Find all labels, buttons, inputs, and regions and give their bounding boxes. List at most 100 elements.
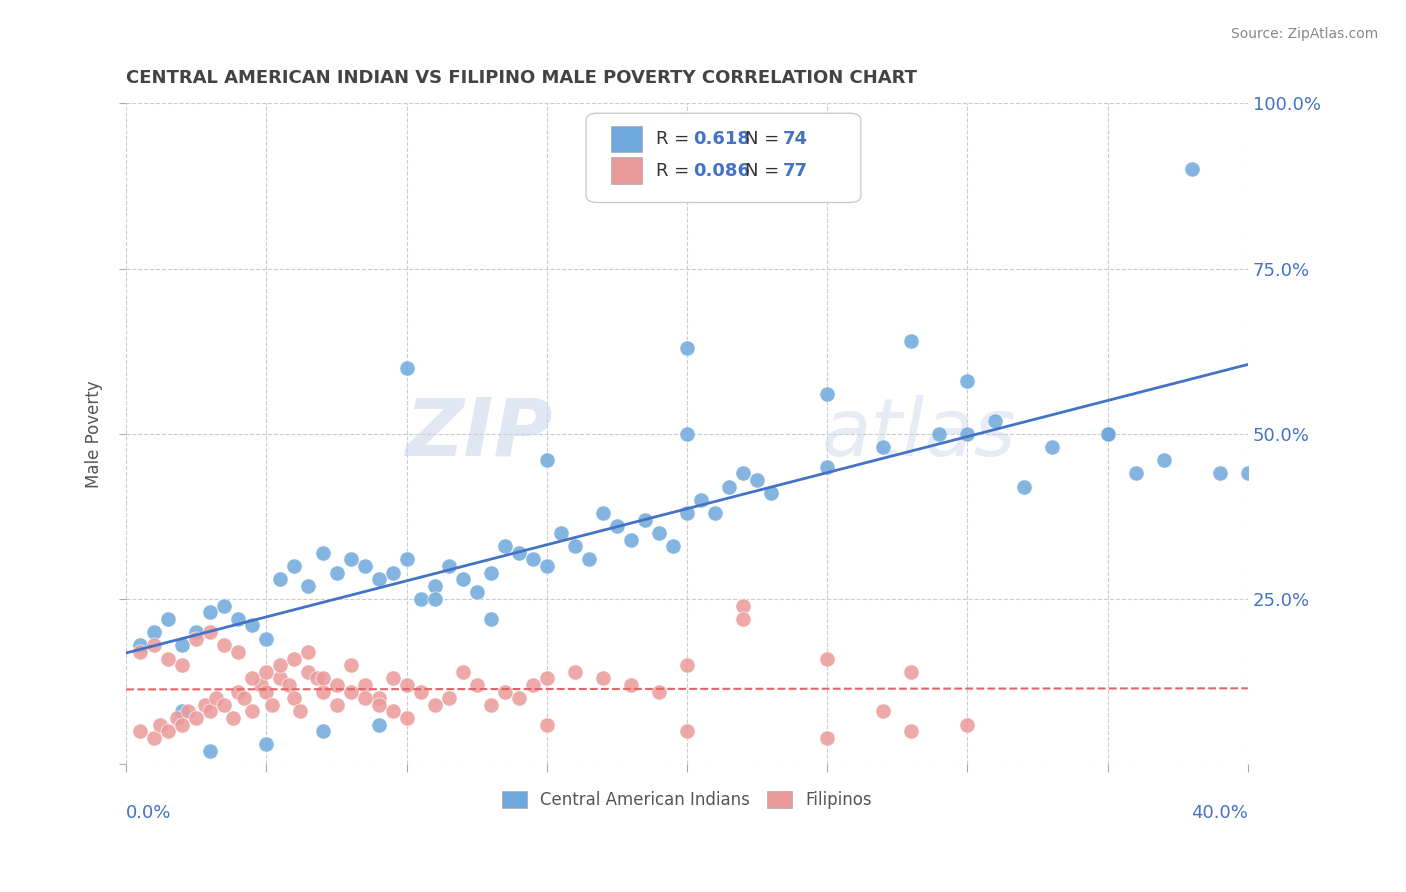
- Point: [956, 426, 979, 441]
- Point: [233, 691, 256, 706]
- Text: R =: R =: [655, 130, 695, 148]
- Point: [1097, 426, 1119, 441]
- Legend: Central American Indians, Filipinos: Central American Indians, Filipinos: [495, 784, 879, 815]
- Text: Source: ZipAtlas.com: Source: ZipAtlas.com: [1230, 27, 1378, 41]
- Point: [900, 665, 922, 679]
- Point: [149, 717, 172, 731]
- Text: N =: N =: [745, 130, 786, 148]
- Point: [536, 559, 558, 574]
- Point: [956, 717, 979, 731]
- Point: [297, 579, 319, 593]
- Point: [186, 625, 208, 640]
- Point: [214, 698, 236, 712]
- Point: [367, 698, 389, 712]
- Point: [311, 724, 333, 739]
- Point: [690, 492, 713, 507]
- FancyBboxPatch shape: [610, 126, 643, 153]
- Point: [353, 559, 375, 574]
- Point: [367, 691, 389, 706]
- Point: [194, 698, 217, 712]
- Point: [733, 467, 755, 481]
- Point: [984, 414, 1007, 428]
- Point: [409, 592, 432, 607]
- Point: [676, 426, 699, 441]
- Point: [956, 374, 979, 388]
- Point: [222, 711, 245, 725]
- Point: [205, 691, 228, 706]
- Text: 0.618: 0.618: [693, 130, 749, 148]
- Point: [1153, 453, 1175, 467]
- Point: [620, 678, 643, 692]
- Point: [283, 691, 305, 706]
- Point: [900, 724, 922, 739]
- Point: [283, 559, 305, 574]
- Point: [564, 539, 586, 553]
- Point: [676, 658, 699, 673]
- Point: [928, 426, 950, 441]
- Point: [578, 552, 600, 566]
- Text: CENTRAL AMERICAN INDIAN VS FILIPINO MALE POVERTY CORRELATION CHART: CENTRAL AMERICAN INDIAN VS FILIPINO MALE…: [127, 69, 917, 87]
- Point: [129, 645, 152, 659]
- Point: [242, 618, 264, 632]
- Point: [395, 711, 418, 725]
- Text: 74: 74: [782, 130, 807, 148]
- Point: [494, 539, 516, 553]
- Text: R =: R =: [655, 161, 695, 179]
- Point: [269, 572, 291, 586]
- Point: [186, 711, 208, 725]
- Point: [172, 658, 194, 673]
- Point: [494, 684, 516, 698]
- Point: [1040, 440, 1063, 454]
- Point: [214, 599, 236, 613]
- Point: [254, 665, 277, 679]
- Point: [718, 480, 741, 494]
- Point: [508, 546, 530, 560]
- Point: [1097, 426, 1119, 441]
- Point: [200, 705, 222, 719]
- Point: [815, 387, 838, 401]
- Point: [648, 684, 671, 698]
- Point: [228, 645, 250, 659]
- Point: [508, 691, 530, 706]
- Point: [395, 552, 418, 566]
- Point: [648, 525, 671, 540]
- Point: [704, 506, 727, 520]
- Point: [157, 612, 180, 626]
- Point: [242, 671, 264, 685]
- Point: [269, 671, 291, 685]
- Point: [339, 684, 361, 698]
- Point: [249, 678, 271, 692]
- Point: [1012, 480, 1035, 494]
- Point: [353, 678, 375, 692]
- Point: [592, 671, 614, 685]
- Text: atlas: atlas: [821, 395, 1017, 473]
- Point: [166, 711, 188, 725]
- Point: [214, 638, 236, 652]
- Point: [200, 625, 222, 640]
- Point: [325, 566, 347, 580]
- Point: [367, 572, 389, 586]
- Point: [277, 678, 299, 692]
- Point: [1209, 467, 1232, 481]
- Point: [157, 651, 180, 665]
- Point: [297, 665, 319, 679]
- Point: [157, 724, 180, 739]
- Point: [564, 665, 586, 679]
- Point: [522, 552, 544, 566]
- Point: [242, 705, 264, 719]
- Point: [634, 513, 657, 527]
- Point: [395, 360, 418, 375]
- Point: [872, 440, 894, 454]
- Text: 40.0%: 40.0%: [1191, 804, 1249, 822]
- Point: [311, 684, 333, 698]
- Point: [325, 698, 347, 712]
- Point: [325, 678, 347, 692]
- Point: [437, 691, 460, 706]
- Point: [1125, 467, 1147, 481]
- Point: [395, 678, 418, 692]
- Point: [254, 738, 277, 752]
- Point: [288, 705, 311, 719]
- Point: [172, 705, 194, 719]
- FancyBboxPatch shape: [610, 157, 643, 184]
- Point: [536, 453, 558, 467]
